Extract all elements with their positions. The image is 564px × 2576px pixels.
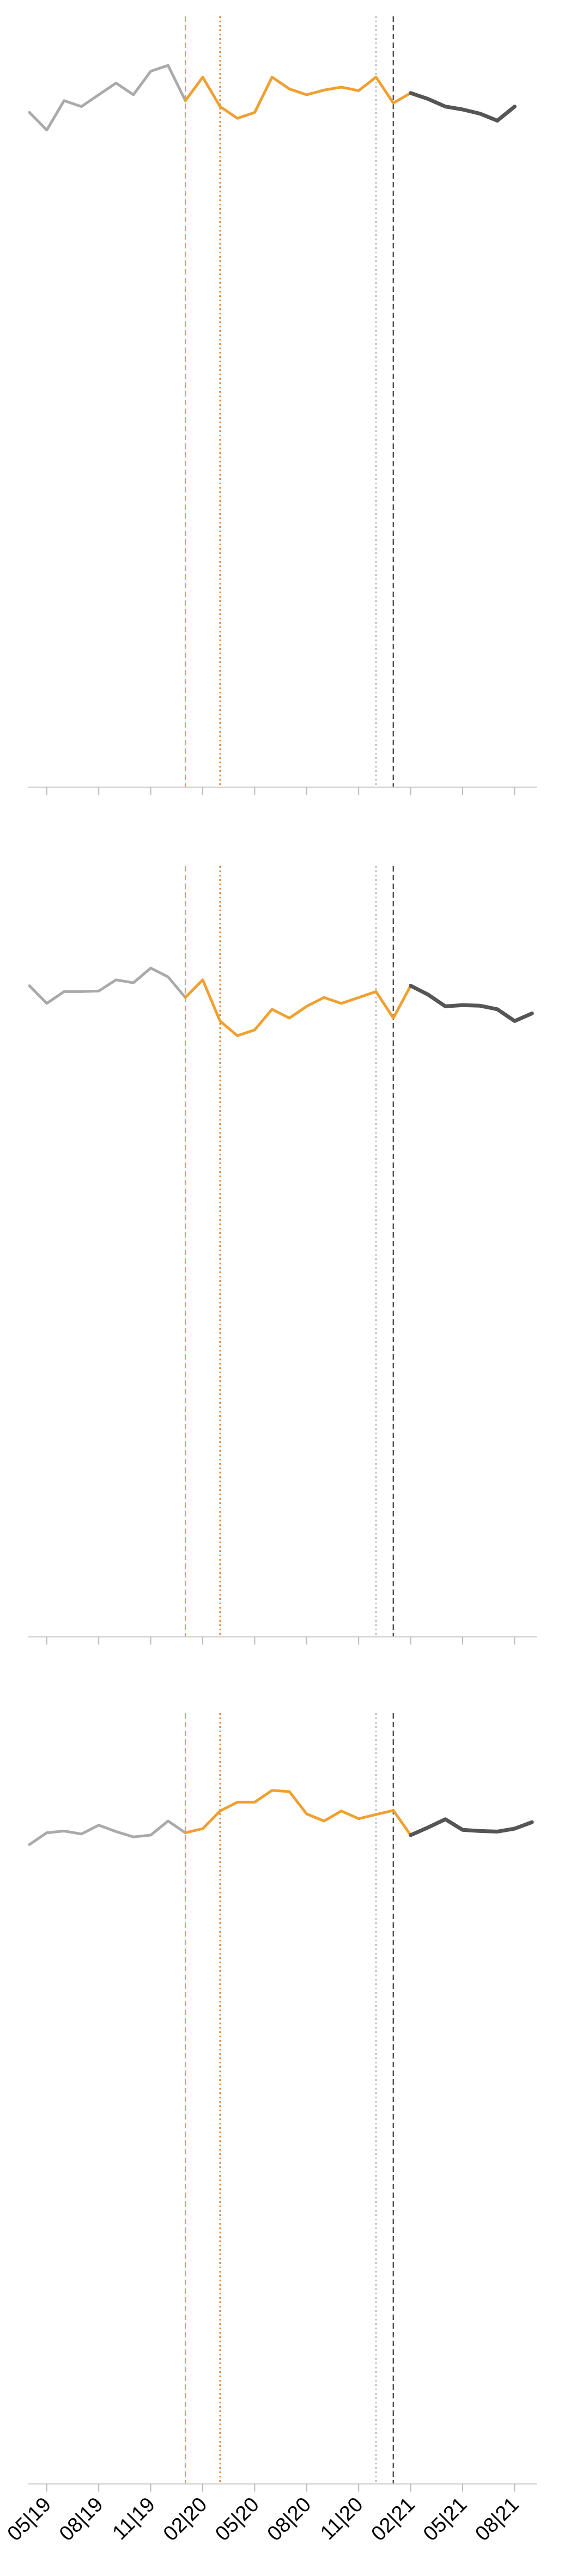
x-tick-label: 05|21 [419,2493,471,2545]
series-line-segment-1 [28,1819,187,1846]
chart-panel-1 [28,16,537,795]
series-line-segment-3 [409,91,517,123]
chart-panels [28,16,537,2492]
chart-panel-2 [28,866,537,1645]
x-tick-label: 08|19 [55,2493,107,2545]
x-tick-label: 08|21 [471,2493,523,2545]
chart-panel-3 [28,1713,537,2492]
x-tick-label: 02|20 [159,2493,211,2545]
x-tick-label: 05|19 [3,2493,56,2545]
series-line-segment-1 [28,966,187,1005]
x-tick-label: 02|21 [367,2493,420,2545]
x-tick-label: 05|20 [211,2493,263,2545]
series-line-segment-3 [409,1817,534,1837]
series-line-segment-2 [184,1789,413,1837]
x-tick-label: 11|20 [316,2493,367,2544]
x-tick-label: 08|20 [263,2493,316,2545]
series-line-segment-3 [409,984,534,1023]
series-line-segment-2 [184,978,413,1037]
series-line-segment-2 [184,76,413,120]
x-tick-label: 11|19 [108,2493,159,2544]
series-line-segment-1 [28,64,187,132]
